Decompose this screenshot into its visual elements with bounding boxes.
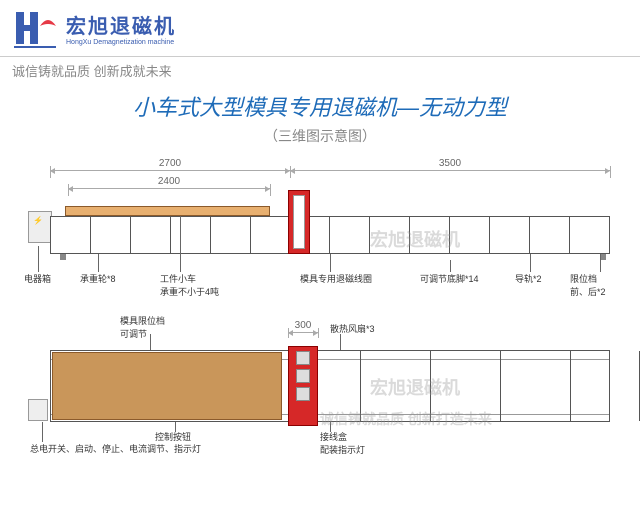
- brand-en: HongXu Demagnetization machine: [66, 39, 176, 46]
- lbl-rail: 导轨*2: [515, 272, 542, 285]
- lbl-jbox: 接线盒配装指示灯: [320, 430, 365, 456]
- lbl-mold-stop: 模具限位档可调节: [120, 314, 165, 340]
- dim-label-3500: 3500: [290, 158, 610, 169]
- lbl-fans: 散热风扇*3: [330, 322, 375, 335]
- fan-icon: [296, 369, 310, 383]
- cart-side: [65, 206, 270, 216]
- rail-frame: [50, 216, 610, 254]
- logo-icon: [12, 8, 58, 48]
- coil-top: [288, 346, 318, 426]
- side-view: 2700 3500 2400 ⚡ 电器箱 承重轮*8 工件小车承重不小于: [20, 156, 620, 296]
- dim-label-300: 300: [288, 320, 318, 331]
- page-subtitle: （三维图示意图）: [0, 126, 640, 146]
- coil-side: [288, 190, 310, 254]
- dim-300: [288, 332, 318, 333]
- dim-label-2400: 2400: [68, 176, 270, 187]
- fan-icon: [296, 351, 310, 365]
- dim-label-2700: 2700: [50, 158, 290, 169]
- dim-2400: [68, 188, 270, 189]
- cart-top: [52, 352, 282, 420]
- ebox-top: [28, 399, 48, 421]
- lbl-feet: 可调节底脚*14: [420, 272, 479, 285]
- electrical-box: ⚡: [28, 211, 52, 243]
- page-title: 小车式大型模具专用退磁机—无动力型: [0, 90, 640, 122]
- lbl-stopper: 限位档前、后*2: [570, 272, 606, 298]
- lbl-wheels: 承重轮*8: [80, 272, 116, 285]
- fan-icon: [296, 387, 310, 401]
- diagram-container: 2700 3500 2400 ⚡ 电器箱 承重轮*8 工件小车承重不小于: [20, 156, 620, 454]
- header: 宏旭退磁机 HongXu Demagnetization machine: [0, 0, 640, 57]
- dim-3500: [290, 170, 610, 171]
- dim-2700: [50, 170, 290, 171]
- lbl-coil: 模具专用退磁线圈: [300, 272, 372, 285]
- slogan: 诚信铸就品质 创新成就未来: [12, 61, 628, 80]
- logo: 宏旭退磁机 HongXu Demagnetization machine: [12, 8, 176, 48]
- top-view: 模具限位档可调节 散热风扇*3 300 控制按钮 总电开关、启动、停止、电流调节…: [20, 314, 620, 454]
- brand-cn: 宏旭退磁机: [66, 10, 176, 39]
- lbl-cart: 工件小车承重不小于4吨: [160, 272, 219, 298]
- lbl-ebox: 电器箱: [24, 272, 51, 285]
- lbl-switch: 总电开关、启动、停止、电流调节、指示灯: [30, 442, 201, 455]
